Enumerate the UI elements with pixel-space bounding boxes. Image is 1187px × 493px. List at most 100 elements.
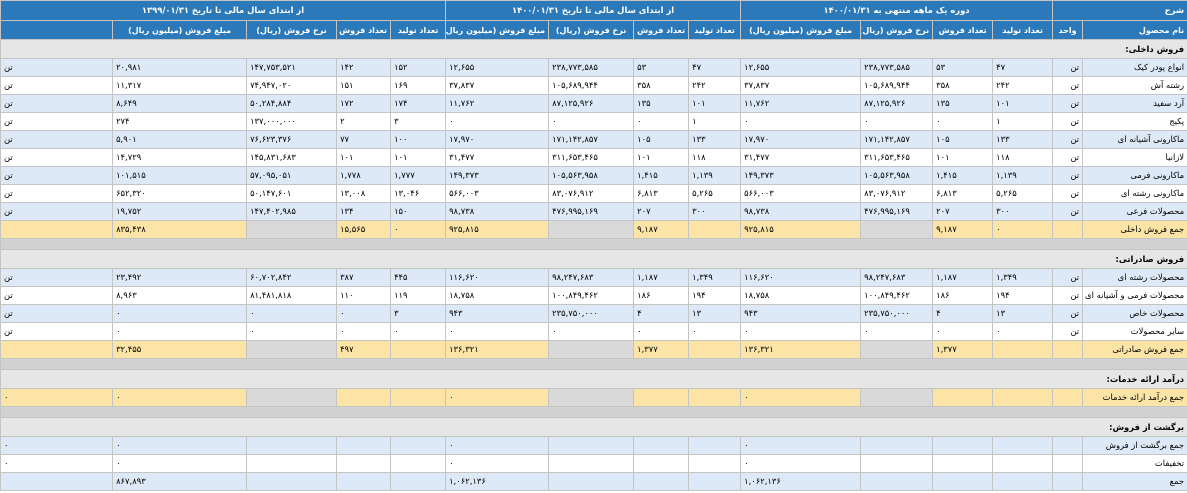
edge-cell: تن — [0, 76, 114, 95]
p2-production-cell: ۱۰۱ — [688, 94, 742, 113]
p2-sales-count-cell: ۱,۳۷۷ — [633, 340, 690, 359]
p3-sales-count-cell: ۱۰۱ — [336, 148, 392, 167]
header-description: شرح — [1052, 0, 1187, 21]
p3-sales-count-cell: ۰ — [336, 322, 392, 341]
p1-amount-cell: ۱۲,۶۵۵ — [740, 58, 862, 77]
p2-production-cell — [688, 472, 742, 491]
p2-rate-cell: ۰ — [548, 322, 635, 341]
table-row: لازانیا تن ۱۱۸ ۱۰۱ ۳۱۱,۶۵۳,۴۶۵ ۳۱,۴۷۷ ۱۱۸ ۱۰۱ ۳۱… — [0, 148, 1187, 167]
p1-sales-count-cell: ۲۰۷ — [932, 202, 994, 221]
p1-rate-cell: ۲۳۸,۷۷۳,۵۸۵ — [860, 58, 934, 77]
p1-amount-cell: ۳۱,۴۷۷ — [740, 148, 862, 167]
p3-production-cell: ۴۴۵ — [390, 268, 447, 287]
total-row: جمع درآمد ارائه خدمات ۰ ۰ ۰ ۰ — [0, 388, 1187, 407]
p2-sales-count-cell: ۶,۸۱۳ — [633, 184, 690, 203]
p3-rate-cell — [246, 388, 338, 407]
p2-production-cell: ۱۳ — [688, 304, 742, 323]
p1-rate-cell: ۲۳۵,۷۵۰,۰۰۰ — [860, 304, 934, 323]
p1-amount-cell: ۱۷,۹۷۰ — [740, 130, 862, 149]
p3-rate-cell — [246, 436, 338, 455]
p2-amount-cell: ۱۴۹,۳۷۳ — [445, 166, 550, 185]
p3-rate-cell: ۱۴۷,۴۰۲,۹۸۵ — [246, 202, 338, 221]
unit-cell — [1052, 388, 1084, 407]
unit-cell: تن — [1052, 322, 1084, 341]
p2-amount-cell: ۰ — [445, 112, 550, 131]
p3-rate-cell: ۱۴۷,۷۵۳,۵۲۱ — [246, 58, 338, 77]
p2-sales-count-cell: ۴ — [633, 304, 690, 323]
header-period-3: از ابتدای سال مالی تا تاریخ ۱۳۹۹/۰۱/۳۱ — [0, 0, 447, 21]
p3-amount-cell: ۵,۹۰۱ — [112, 130, 248, 149]
unit-cell: تن — [1052, 58, 1084, 77]
table-row: ماکارونی فرمی تن ۱,۱۳۹ ۱,۴۱۵ ۱۰۵,۵۶۳,۹۵۸ ۱۴۹,… — [0, 166, 1187, 185]
p1-production-cell: ۱۳۳ — [992, 130, 1054, 149]
edge-cell: تن — [0, 286, 114, 305]
header-p2-production: تعداد تولید — [688, 20, 742, 40]
product-name-cell: پکیج — [1082, 112, 1187, 131]
unit-cell — [1052, 340, 1084, 359]
p1-rate-cell — [860, 340, 934, 359]
p1-rate-cell: ۰ — [860, 112, 934, 131]
table-row: انواع پودر کیک تن ۴۷ ۵۳ ۲۳۸,۷۷۳,۵۸۵ ۱۲,۶۵۵ ۴۷ ۵… — [0, 58, 1187, 77]
unit-cell: تن — [1052, 148, 1084, 167]
p2-production-cell — [688, 340, 742, 359]
edge-cell: تن — [0, 268, 114, 287]
p2-rate-cell: ۸۳,۰۷۶,۹۱۲ — [548, 184, 635, 203]
p1-production-cell: ۱,۳۴۹ — [992, 268, 1054, 287]
p2-sales-count-cell: ۱۸۶ — [633, 286, 690, 305]
p2-production-cell: ۱۹۴ — [688, 286, 742, 305]
p2-amount-cell: ۰ — [445, 436, 550, 455]
p1-sales-count-cell — [932, 388, 994, 407]
p2-sales-count-cell — [633, 388, 690, 407]
header-p3-production: تعداد تولید — [390, 20, 447, 40]
unit-cell — [1052, 472, 1084, 491]
p2-rate-cell — [548, 454, 635, 473]
p3-amount-cell: ۸,۶۴۹ — [112, 94, 248, 113]
product-name-cell: آرد سفید — [1082, 94, 1187, 113]
p1-production-cell: ۱ — [992, 112, 1054, 131]
p2-sales-count-cell: ۱۳۵ — [633, 94, 690, 113]
p3-amount-cell: ۱۱,۳۱۷ — [112, 76, 248, 95]
product-name-cell: لازانیا — [1082, 148, 1187, 167]
p2-production-cell: ۴۷ — [688, 58, 742, 77]
p2-amount-cell: ۱,۰۶۲,۱۳۶ — [445, 472, 550, 491]
table-row: ماکارونی رشته ای تن ۵,۲۶۵ ۶,۸۱۳ ۸۳,۰۷۶,۹۱۲ ۵۶… — [0, 184, 1187, 203]
product-name-cell: ماکارونی فرمی — [1082, 166, 1187, 185]
product-name-cell: انواع پودر کیک — [1082, 58, 1187, 77]
p3-rate-cell: ۰ — [246, 304, 338, 323]
p1-amount-cell: ۵۶۶,۰۰۳ — [740, 184, 862, 203]
unit-cell: تن — [1052, 76, 1084, 95]
p3-amount-cell: ۱۴,۷۲۹ — [112, 148, 248, 167]
p2-rate-cell — [548, 436, 635, 455]
header-p2-rate: نرخ فروش (ریال) — [548, 20, 635, 40]
p3-production-cell — [390, 340, 447, 359]
product-name-cell: جمع — [1082, 472, 1187, 491]
p1-sales-count-cell: ۱,۴۱۵ — [932, 166, 994, 185]
product-name-cell: محصولات فرمی و آشیانه ای — [1082, 286, 1187, 305]
p3-production-cell: ۰ — [390, 322, 447, 341]
p3-rate-cell: ۱۴۵,۸۳۱,۶۸۳ — [246, 148, 338, 167]
p1-amount-cell: ۰ — [740, 388, 862, 407]
p1-rate-cell: ۳۱۱,۶۵۳,۴۶۵ — [860, 148, 934, 167]
p2-rate-cell: ۱۷۱,۱۴۲,۸۵۷ — [548, 130, 635, 149]
p2-amount-cell: ۱۳۶,۳۲۱ — [445, 340, 550, 359]
p3-amount-cell: ۸۶۷,۸۹۳ — [112, 472, 248, 491]
table-row: ماکارونی آشیانه ای تن ۱۳۳ ۱۰۵ ۱۷۱,۱۴۲,۸۵۷ ۱۷,… — [0, 130, 1187, 149]
p3-sales-count-cell: ۱۷۲ — [336, 94, 392, 113]
header-p2-amount: مبلغ فروش (میلیون ریال) — [445, 20, 550, 40]
p2-sales-count-cell: ۳۵۸ — [633, 76, 690, 95]
p3-sales-count-cell: ۲ — [336, 112, 392, 131]
p1-production-cell: ۵,۲۶۵ — [992, 184, 1054, 203]
p3-rate-cell: ۷۴,۹۴۷,۰۲۰ — [246, 76, 338, 95]
p3-sales-count-cell: ۱۵,۵۶۵ — [336, 220, 392, 239]
p1-amount-cell: ۱۸,۷۵۸ — [740, 286, 862, 305]
p2-amount-cell: ۳۷,۸۳۷ — [445, 76, 550, 95]
p2-production-cell: ۲۴۲ — [688, 76, 742, 95]
section-title: درآمد ارائه خدمات: — [0, 369, 1187, 389]
p3-amount-cell: ۲۳,۴۹۲ — [112, 268, 248, 287]
separator-cell — [0, 358, 1187, 370]
p3-amount-cell: ۱۰۱,۵۱۵ — [112, 166, 248, 185]
p1-production-cell: ۱۱۸ — [992, 148, 1054, 167]
p3-amount-cell: ۲۷۴ — [112, 112, 248, 131]
table-row: محصولات فرمی و آشیانه ای تن ۱۹۴ ۱۸۶ ۱۰۰,۸۴۹,… — [0, 286, 1187, 305]
header-p1-amount: مبلغ فروش (میلیون ریال) — [740, 20, 862, 40]
